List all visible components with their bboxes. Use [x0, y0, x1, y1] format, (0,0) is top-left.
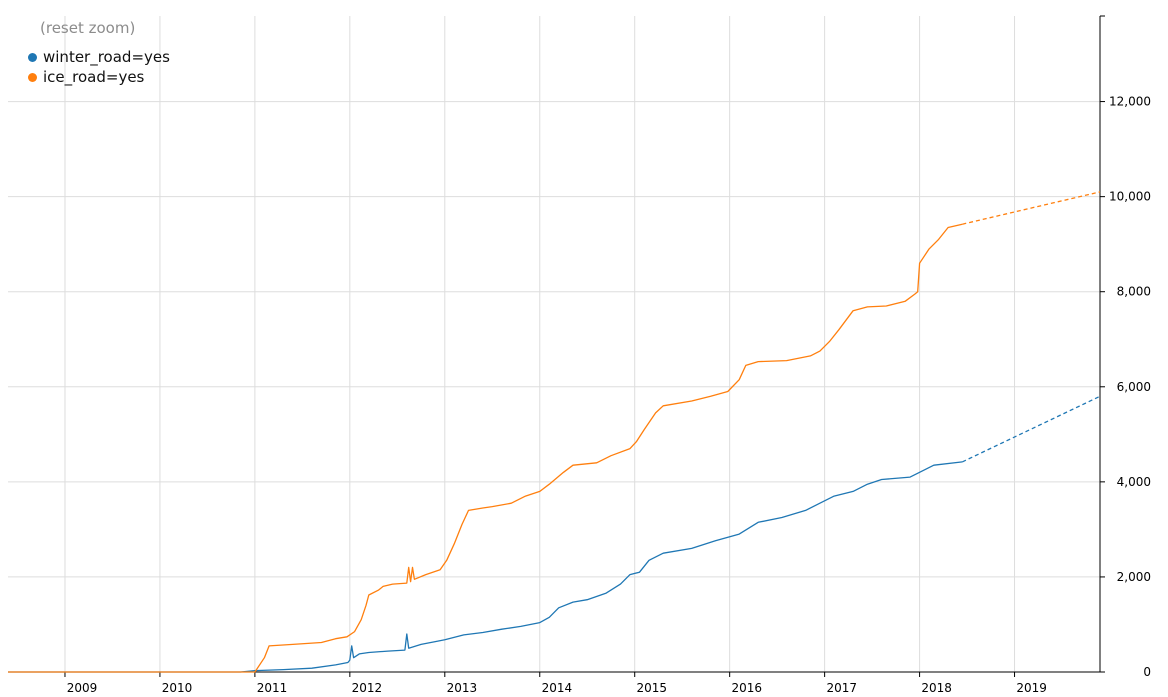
- legend-item-ice-road[interactable]: ice_road=yes: [28, 67, 170, 87]
- x-tick-label: 2017: [826, 681, 857, 695]
- x-tick-label: 2014: [542, 681, 573, 695]
- axes: 2009 2010 2011 2012 2013 2014 2015 2016 2017 2018…: [8, 15, 1151, 695]
- legend-label: winter_road=yes: [43, 48, 170, 66]
- x-tick-label: 2016: [731, 681, 762, 695]
- x-tick-label: 2019: [1016, 681, 1047, 695]
- y-tick-label: 4,000: [1117, 475, 1151, 489]
- legend-item-winter-road[interactable]: winter_road=yes: [28, 47, 170, 67]
- x-tick-label: 2013: [447, 681, 478, 695]
- y-tick-label: 2,000: [1117, 570, 1151, 584]
- series-layer: [8, 191, 1101, 673]
- x-tick-label: 2011: [257, 681, 288, 695]
- x-tick-label: 2009: [67, 681, 98, 695]
- legend-label: ice_road=yes: [43, 68, 145, 86]
- x-tick-label: 2015: [637, 681, 668, 695]
- legend-dot-icon: [28, 52, 37, 62]
- y-tick-label: 10,000: [1109, 190, 1151, 204]
- series-line-ice-road: [8, 223, 963, 673]
- y-tick-label: 0: [1143, 665, 1151, 679]
- series-projection-ice-road: [962, 191, 1101, 225]
- x-tick-label: 2012: [352, 681, 383, 695]
- reset-zoom-button[interactable]: (reset zoom): [40, 19, 136, 37]
- y-tick-label: 12,000: [1109, 95, 1151, 109]
- series-line-winter-road: [8, 461, 963, 673]
- legend-dot-icon: [28, 72, 37, 82]
- x-tick-label: 2018: [921, 681, 952, 695]
- grid: [8, 16, 1100, 672]
- y-tick-label: 6,000: [1117, 380, 1151, 394]
- x-tick-label: 2010: [162, 681, 193, 695]
- legend: winter_road=yes ice_road=yes: [28, 47, 170, 87]
- y-tick-label: 8,000: [1117, 285, 1151, 299]
- series-projection-winter-road: [962, 395, 1101, 463]
